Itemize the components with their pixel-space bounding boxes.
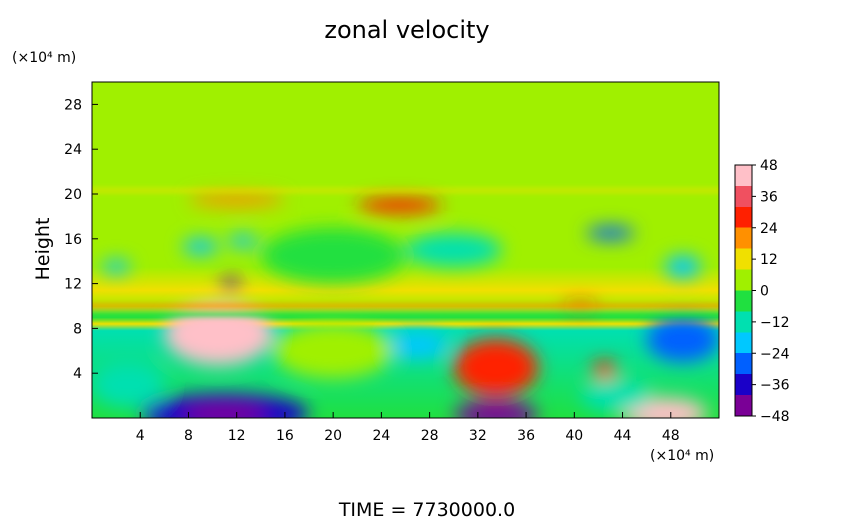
x-tick-label: 20 — [324, 428, 342, 444]
heatmap-feature-6 — [387, 331, 448, 359]
y-tick-label: 16 — [64, 232, 82, 248]
chart-title: zonal velocity — [324, 16, 489, 44]
x-unit-label: (×10⁴ m) — [650, 448, 714, 464]
heatmap-feature-core-2 — [182, 403, 267, 418]
x-tick-label: 8 — [184, 428, 193, 444]
heatmap-feature-core-0 — [191, 318, 246, 350]
y-axis-label: Height — [32, 218, 54, 281]
heatmap-feature-16 — [228, 234, 258, 248]
y-tick-label: 8 — [73, 321, 82, 337]
time-footer: TIME = 7730000.0 — [338, 499, 515, 519]
x-tick-label: 4 — [136, 428, 145, 444]
colorbar-tick-label: 24 — [760, 221, 778, 237]
colorbar-ticks: 48 36 24 12 0 −12 −24 −36 −48 — [752, 158, 790, 425]
y-tick-label: 12 — [64, 277, 82, 293]
y-tick-label: 24 — [64, 142, 82, 158]
heatmap-feature-11 — [357, 197, 442, 214]
x-tick-label: 44 — [614, 428, 632, 444]
y-tick-label: 28 — [64, 97, 82, 113]
x-tick-label: 28 — [421, 428, 439, 444]
heatmap-band-2 — [92, 189, 719, 193]
colorbar — [734, 164, 753, 417]
heatmap-feature-20 — [260, 227, 406, 284]
colorbar-tick-label: 36 — [760, 189, 778, 205]
heatmap-feature-9 — [592, 360, 617, 379]
heatmap-feature-1 — [453, 338, 539, 397]
colorbar-tick-label: 12 — [760, 252, 778, 268]
heatmap-area — [92, 82, 719, 418]
heatmap-bands — [92, 181, 719, 317]
colorbar-tick-label: −36 — [760, 378, 790, 394]
heatmap-feature-core-3 — [474, 407, 518, 418]
heatmap-band-1 — [92, 311, 719, 317]
y-axis: 4 8 12 16 20 24 28 — [64, 97, 98, 382]
heatmap-feature-core-14 — [225, 280, 236, 287]
y-tick-label: 20 — [64, 187, 82, 203]
heatmap-feature-8 — [272, 322, 394, 379]
heatmap-band-0 — [92, 304, 719, 308]
x-tick-label: 24 — [372, 428, 390, 444]
colorbar-tick-label: 0 — [760, 284, 769, 300]
heatmap-feature-7 — [92, 362, 165, 407]
heatmap-feature-18 — [101, 260, 131, 274]
heatmap-features — [92, 192, 719, 418]
x-tick-label: 40 — [565, 428, 583, 444]
x-tick-label: 12 — [228, 428, 246, 444]
x-axis: 4 8 12 16 20 24 28 32 36 40 44 48 — [136, 412, 680, 444]
colorbar-tick-label: −12 — [760, 315, 790, 331]
heatmap-band-3 — [92, 181, 719, 185]
heatmap-feature-core-4 — [643, 405, 686, 418]
y-tick-label: 4 — [73, 366, 82, 382]
heatmap-feature-10 — [580, 378, 653, 413]
heatmap-feature-19 — [664, 255, 701, 278]
heatmap-feature-13 — [586, 226, 635, 240]
colorbar-tick-label: −24 — [760, 346, 790, 362]
heatmap-feature-15 — [182, 238, 219, 255]
heatmap-feature-17 — [405, 233, 502, 267]
heatmap-feature-12 — [188, 192, 285, 207]
heatmap-feature-5 — [646, 317, 719, 362]
colorbar-tick-label: −48 — [760, 409, 790, 425]
x-tick-label: 16 — [276, 428, 294, 444]
x-tick-label: 48 — [662, 428, 680, 444]
colorbar-tick-label: 48 — [760, 158, 778, 174]
plot-frame — [91, 81, 720, 419]
x-tick-label: 36 — [517, 428, 535, 444]
y-unit-label: (×10⁴ m) — [12, 50, 76, 66]
x-tick-label: 32 — [469, 428, 487, 444]
